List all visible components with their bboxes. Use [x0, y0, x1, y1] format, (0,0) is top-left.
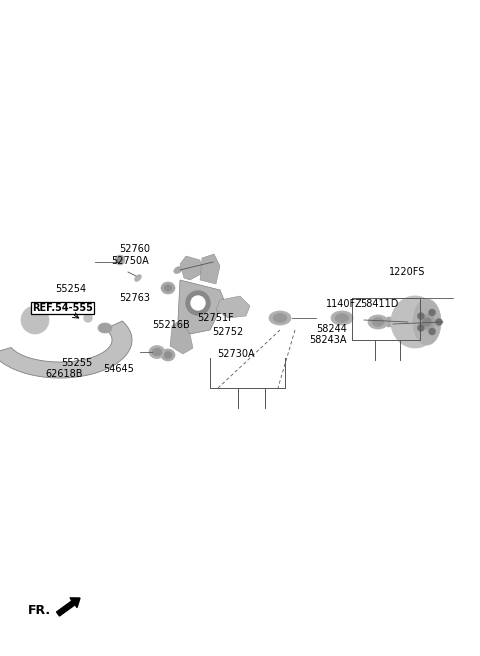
- Circle shape: [118, 258, 122, 262]
- Text: 58243A: 58243A: [310, 335, 347, 345]
- Polygon shape: [216, 296, 250, 318]
- Ellipse shape: [391, 296, 439, 348]
- Text: 52760: 52760: [119, 244, 150, 255]
- Circle shape: [80, 310, 96, 326]
- Circle shape: [419, 314, 435, 330]
- Circle shape: [423, 318, 431, 326]
- Text: 55216B: 55216B: [153, 320, 191, 331]
- Ellipse shape: [164, 285, 172, 291]
- Ellipse shape: [269, 311, 291, 325]
- Text: 1140FZ: 1140FZ: [326, 299, 363, 310]
- Text: FR.: FR.: [28, 604, 51, 617]
- Ellipse shape: [273, 314, 287, 323]
- Bar: [387, 317, 417, 327]
- Ellipse shape: [98, 323, 112, 333]
- Text: 58244: 58244: [316, 324, 347, 335]
- Text: 52751F: 52751F: [197, 312, 234, 323]
- Text: 1220FS: 1220FS: [389, 267, 425, 277]
- Ellipse shape: [152, 348, 162, 356]
- Circle shape: [429, 309, 435, 316]
- Text: 58411D: 58411D: [360, 299, 398, 310]
- Text: 52750A: 52750A: [111, 256, 149, 266]
- Text: 52730A: 52730A: [217, 349, 255, 359]
- Circle shape: [429, 328, 435, 335]
- Circle shape: [13, 298, 57, 342]
- Circle shape: [418, 313, 424, 319]
- Circle shape: [84, 314, 92, 322]
- Ellipse shape: [335, 314, 349, 323]
- Ellipse shape: [331, 311, 353, 325]
- Ellipse shape: [413, 299, 441, 345]
- Ellipse shape: [372, 318, 384, 327]
- Circle shape: [21, 306, 49, 334]
- Ellipse shape: [368, 315, 388, 329]
- Polygon shape: [200, 254, 220, 284]
- FancyArrow shape: [57, 598, 80, 616]
- Ellipse shape: [161, 349, 175, 361]
- Ellipse shape: [149, 346, 165, 358]
- Text: 62618B: 62618B: [46, 369, 83, 379]
- Text: 55255: 55255: [61, 358, 93, 368]
- Text: 55254: 55254: [55, 283, 86, 294]
- Text: REF.54-555: REF.54-555: [32, 303, 93, 313]
- Ellipse shape: [164, 352, 172, 358]
- Circle shape: [435, 319, 443, 325]
- Polygon shape: [170, 320, 193, 354]
- Text: 52752: 52752: [213, 327, 244, 337]
- Polygon shape: [0, 321, 132, 378]
- Circle shape: [418, 324, 424, 331]
- Text: 54645: 54645: [103, 363, 134, 374]
- Circle shape: [186, 291, 210, 315]
- Ellipse shape: [161, 282, 175, 294]
- Ellipse shape: [135, 275, 141, 281]
- Ellipse shape: [174, 266, 182, 274]
- Polygon shape: [180, 256, 203, 280]
- Polygon shape: [178, 280, 224, 334]
- Circle shape: [191, 296, 205, 310]
- Text: 52763: 52763: [119, 293, 150, 304]
- Circle shape: [115, 255, 125, 265]
